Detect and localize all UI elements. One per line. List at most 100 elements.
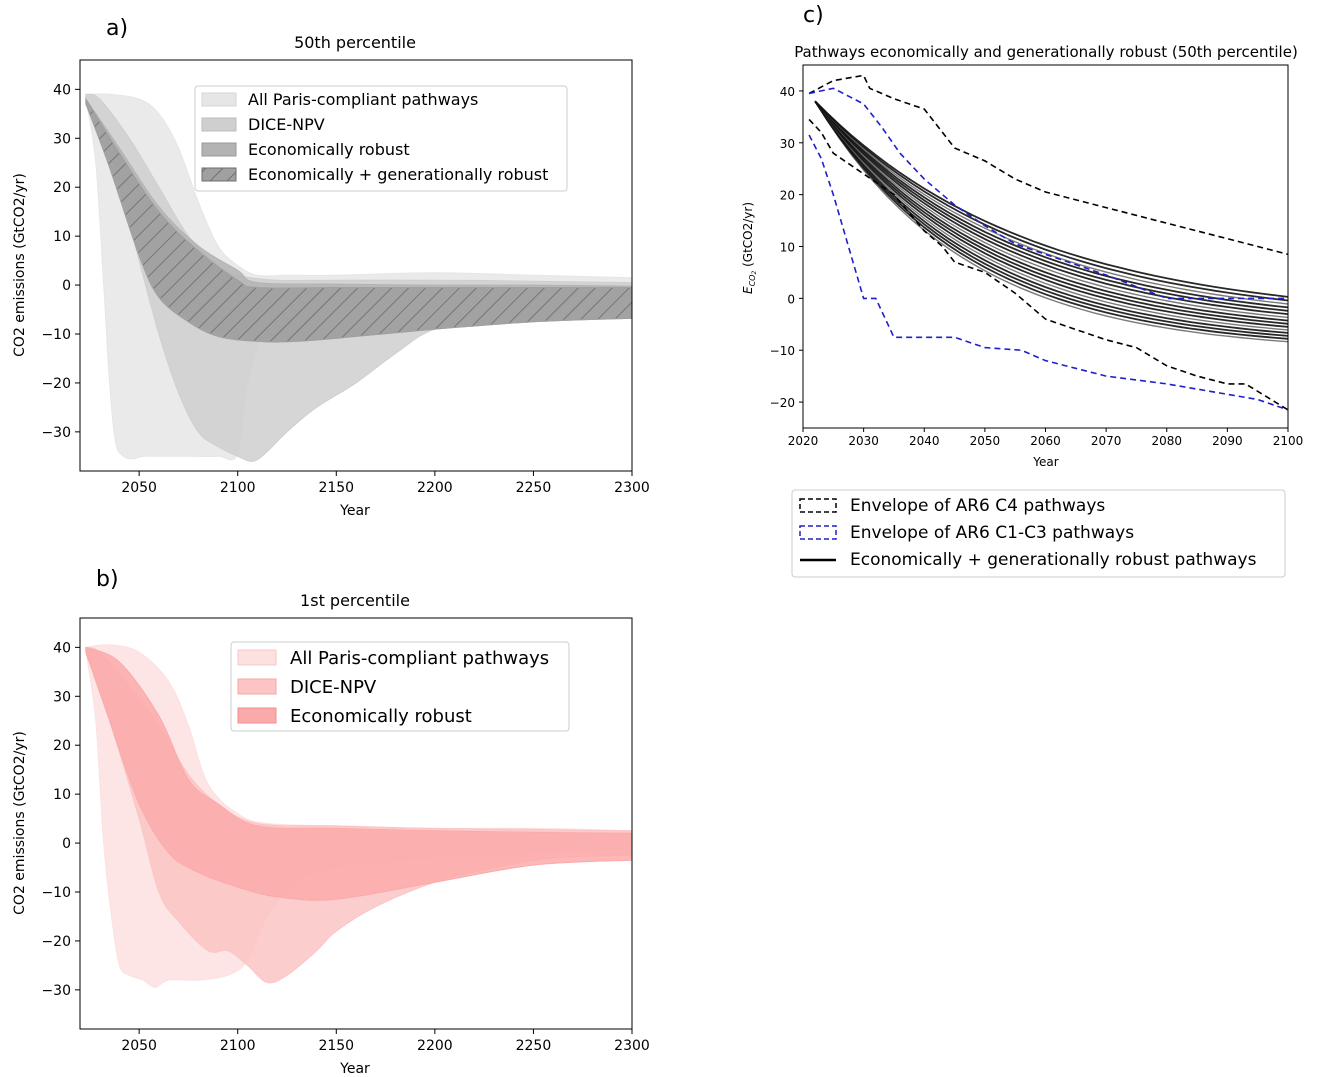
legend-swatch-c-c1c3: [799, 525, 837, 540]
y-tick-label: 30: [53, 131, 71, 147]
x-axis-label-c: Year: [1032, 455, 1058, 469]
legend-label-a-all: All Paris-compliant pathways: [248, 90, 478, 109]
legend-box-b: [230, 641, 570, 732]
y-tick-label: −30: [41, 983, 71, 999]
legend-label-a-econgen: Economically + generationally robust: [248, 165, 548, 184]
robust-pathway-line: [814, 100, 1288, 315]
y-tick-label: 0: [787, 292, 795, 306]
x-tick-label: 2060: [1030, 434, 1061, 448]
y-tick-label: 40: [53, 640, 71, 656]
ticks-b: 2050 2100 2150 2200 2250 2300 −30 −20 −10 0 10 20 30…: [41, 640, 649, 1054]
legend-b: All Paris-compliant pathways DICE-NPV Ec…: [230, 641, 570, 732]
svg-text:ECO2 (GtCO2/yr): ECO2 (GtCO2/yr): [741, 202, 758, 294]
legend-label-b-dice: DICE-NPV: [290, 677, 377, 698]
axes-frame-b: [79, 617, 633, 1030]
axes-frame-a: [79, 59, 633, 472]
legend-box-c: [791, 489, 1286, 578]
robust-pathway-line: [814, 100, 1288, 298]
y-axis-label-c: ECO2 (GtCO2/yr): [741, 202, 758, 294]
x-tick-label: 2080: [1151, 434, 1182, 448]
y-tick-label: 20: [53, 180, 71, 196]
x-axis-label-a: Year: [339, 503, 370, 519]
y-tick-label: 0: [62, 836, 71, 852]
panel-c: c) Pathways economically and generationa…: [741, 3, 1304, 578]
legend-swatch-b-dice: [237, 678, 277, 695]
ticks-a: 2050 2100 2150 2200 2250 2300 −30 −20 −10 0 10 20 30…: [41, 82, 649, 496]
legend-label-a-econ: Economically robust: [248, 140, 410, 159]
panel-label-a: a): [106, 16, 128, 41]
legend-a: All Paris-compliant pathways DICE-NPV Ec…: [194, 85, 568, 192]
x-tick-label: 2100: [1273, 434, 1304, 448]
y-tick-label: 40: [53, 82, 71, 98]
legend-swatch-c-c4: [799, 498, 837, 513]
chart-title-c: Pathways economically and generationally…: [794, 43, 1298, 61]
x-tick-label: 2030: [848, 434, 879, 448]
legend-label-a-dice: DICE-NPV: [248, 115, 325, 134]
y-tick-label: −20: [41, 376, 71, 392]
plot-area-a: [85, 93, 632, 462]
x-axis-label-b: Year: [339, 1061, 370, 1077]
x-tick-label: 2050: [970, 434, 1001, 448]
band-b-economically-robust: [85, 646, 632, 901]
chart-title-a: 50th percentile: [294, 33, 416, 52]
plot-area-b: [85, 644, 632, 988]
y-axis-label-a: CO2 emissions (GtCO2/yr): [12, 173, 28, 357]
legend-box-a: [194, 85, 568, 192]
legend-swatch-a-econgen: [201, 167, 237, 182]
plot-area-c: [808, 74, 1288, 411]
robust-pathway-line: [814, 100, 1288, 325]
band-a-economically-generationally-robust: [85, 97, 632, 343]
y-tick-label: −10: [41, 885, 71, 901]
x-tick-label: 2090: [1212, 434, 1243, 448]
legend-label-c-robust: Economically + generationally robust pat…: [850, 550, 1257, 570]
y-tick-label: −20: [41, 934, 71, 950]
x-tick-label: 2070: [1091, 434, 1122, 448]
y-tick-label: −20: [770, 396, 795, 410]
legend-label-b-econ: Economically robust: [290, 706, 472, 727]
y-tick-label: 0: [62, 278, 71, 294]
y-tick-label: 10: [53, 229, 71, 245]
robust-pathway-line: [814, 100, 1288, 331]
robust-pathway-line: [814, 100, 1288, 312]
y-axis-label-b: CO2 emissions (GtCO2/yr): [12, 731, 28, 915]
y-tick-label: −10: [41, 327, 71, 343]
legend-label-b-all: All Paris-compliant pathways: [290, 648, 549, 669]
legend-swatch-a-all: [201, 92, 237, 107]
robust-pathway-line: [814, 100, 1288, 305]
y-tick-label: −10: [770, 344, 795, 358]
chart-title-b: 1st percentile: [300, 591, 410, 610]
y-tick-label: 20: [780, 189, 795, 203]
x-tick-label: 2300: [614, 1038, 650, 1054]
x-tick-label: 2250: [516, 1038, 552, 1054]
panel-a: a) 50th percentile 2050 2100 2150 2200 2250 2…: [12, 16, 650, 519]
panel-label-c: c): [803, 3, 824, 28]
legend-c: Envelope of AR6 C4 pathways Envelope of …: [791, 489, 1286, 578]
legend-label-c-c4: Envelope of AR6 C4 pathways: [850, 496, 1105, 516]
y-tick-label: 10: [53, 787, 71, 803]
x-tick-label: 2200: [417, 1038, 453, 1054]
y-tick-label: 20: [53, 738, 71, 754]
x-tick-label: 2100: [220, 1038, 256, 1054]
x-tick-label: 2250: [516, 480, 552, 496]
x-tick-label: 2020: [788, 434, 819, 448]
y-tick-label: −30: [41, 425, 71, 441]
robust-pathway-line: [814, 100, 1288, 322]
panel-label-b: b): [96, 567, 119, 592]
envelope-c4-lower: [808, 118, 1288, 411]
legend-swatch-a-dice: [201, 117, 237, 132]
envelope-c1-c3-upper: [808, 87, 1288, 300]
x-tick-label: 2050: [121, 1038, 157, 1054]
robust-pathway-line: [814, 100, 1288, 343]
robust-pathway-line: [814, 100, 1288, 340]
y-tick-label: 40: [780, 85, 795, 99]
y-tick-label: 30: [53, 689, 71, 705]
ticks-c: 2020 2030 2040 2050 2060 2070 2080 2090 2100−20−…: [770, 85, 1304, 448]
legend-swatch-a-econ: [201, 142, 237, 157]
panel-b: b) 1st percentile 2050 2100 2150 2200 2250 23…: [12, 567, 650, 1077]
robust-pathway-line: [814, 100, 1288, 319]
x-tick-label: 2200: [417, 480, 453, 496]
x-tick-label: 2150: [318, 1038, 354, 1054]
x-tick-label: 2150: [318, 480, 354, 496]
x-tick-label: 2040: [909, 434, 940, 448]
